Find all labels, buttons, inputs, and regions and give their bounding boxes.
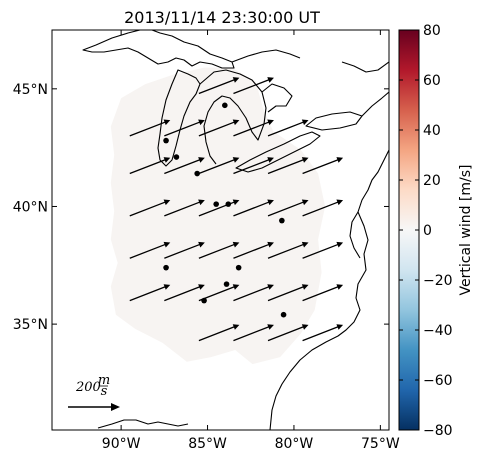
st-lawrence: [361, 91, 389, 117]
lake-michigan-outline: [157, 69, 201, 167]
chesapeake-bay: [349, 211, 361, 259]
station-marker: [279, 217, 285, 224]
wind-vector: [164, 157, 205, 175]
colorbar-tick-label: −20: [423, 273, 453, 289]
x-tick-label: 90°W: [102, 436, 141, 452]
station-marker: [163, 137, 169, 144]
northeast-coast: [341, 61, 389, 73]
wind-vector: [233, 199, 274, 217]
wind-vector: [267, 284, 309, 302]
wind-vector: [267, 119, 309, 137]
wind-vector: [302, 199, 344, 217]
colorbar-tick-label: −80: [423, 423, 453, 439]
x-axis: 90°W 85°W 80°W 75°W: [102, 30, 400, 452]
colorbar-tick-label: −60: [423, 373, 453, 389]
wind-vector: [164, 284, 205, 302]
wind-vector: [164, 199, 205, 217]
atlantic-coast: [269, 149, 389, 430]
wind-vector: [267, 157, 309, 175]
lake-huron-outline: [199, 69, 267, 165]
colorbar-tick-label: 60: [423, 73, 441, 89]
shore-north: [231, 49, 301, 63]
station-marker: [280, 311, 287, 318]
y-axis: 45°N 40°N 35°N: [13, 82, 389, 333]
scale-unit-den: s: [101, 384, 108, 399]
lake-ontario-outline: [305, 111, 363, 131]
station-marker: [225, 201, 232, 207]
y-tick-label: 35°N: [13, 317, 48, 333]
wind-vector: [233, 157, 274, 175]
colorbar-tick-label: −40: [423, 323, 453, 339]
station-marker: [194, 170, 200, 177]
wind-vector: [233, 324, 274, 342]
wind-vector: [302, 157, 344, 175]
x-tick-label: 80°W: [275, 436, 314, 452]
coverage-region: [110, 67, 326, 365]
map-frame: [51, 29, 390, 431]
station-layer: [163, 102, 287, 318]
wind-vector: [129, 119, 171, 137]
wind-vector: [302, 241, 344, 259]
wind-vector: [129, 157, 171, 175]
station-marker: [163, 264, 169, 271]
scale-value: 200: [75, 380, 101, 395]
station-marker: [235, 264, 242, 271]
wind-vector: [198, 241, 240, 259]
map-title: 2013/11/14 23:30:00 UT: [124, 8, 320, 27]
colorbar-label: Vertical wind [m/s]: [458, 165, 474, 296]
lake-superior-outline: [82, 30, 235, 69]
colorbar-tick-label: 40: [423, 123, 441, 139]
station-marker: [223, 281, 230, 287]
wind-vector: [129, 284, 171, 302]
wind-vector: [233, 77, 274, 95]
wind-vector: [198, 119, 240, 137]
wind-vector: [267, 324, 309, 342]
wind-vector: [198, 324, 240, 342]
wind-vector: [302, 324, 344, 342]
gulf-coast: [97, 419, 189, 429]
colorbar-tick-label: 80: [423, 23, 441, 39]
wind-vector: [164, 119, 205, 137]
scale-arrow-head: [111, 403, 120, 411]
station-marker: [213, 201, 219, 207]
coastline-layer: [82, 30, 389, 430]
wind-vector: [267, 241, 309, 259]
station-marker: [222, 102, 228, 109]
georgian-bay: [261, 83, 293, 113]
wind-vector: [233, 119, 274, 137]
scale-unit-num: m: [98, 373, 110, 388]
wind-vector: [233, 241, 274, 259]
map-area: [82, 30, 389, 430]
colorbar-ticks: 80 60 40 20 0 −20 −40 −60 −80: [399, 23, 453, 439]
wind-vector: [164, 241, 205, 259]
x-tick-label: 75°W: [361, 436, 400, 452]
wind-vector: [198, 157, 240, 175]
wind-vector: [233, 284, 274, 302]
wind-vector-layer: [129, 77, 344, 342]
colorbar: 80 60 40 20 0 −20 −40 −60 −80 Vertical wind [m/s…: [398, 23, 474, 439]
x-tick-label: 85°W: [188, 436, 227, 452]
vertical-wind-field: [110, 67, 326, 365]
wind-vector: [129, 199, 171, 217]
wind-vector: [267, 199, 309, 217]
y-tick-label: 40°N: [13, 199, 48, 215]
lake-erie-outline: [235, 131, 321, 173]
wind-vector: [302, 284, 344, 302]
colorbar-tick-label: 20: [423, 173, 441, 189]
wind-vector: [129, 241, 171, 259]
y-tick-label: 45°N: [13, 82, 48, 98]
wind-vector: [198, 77, 240, 95]
scale-arrow-legend: 200 m s: [68, 373, 120, 411]
station-marker: [201, 297, 207, 304]
colorbar-tick-label: 0: [423, 223, 432, 239]
station-marker: [173, 154, 180, 160]
